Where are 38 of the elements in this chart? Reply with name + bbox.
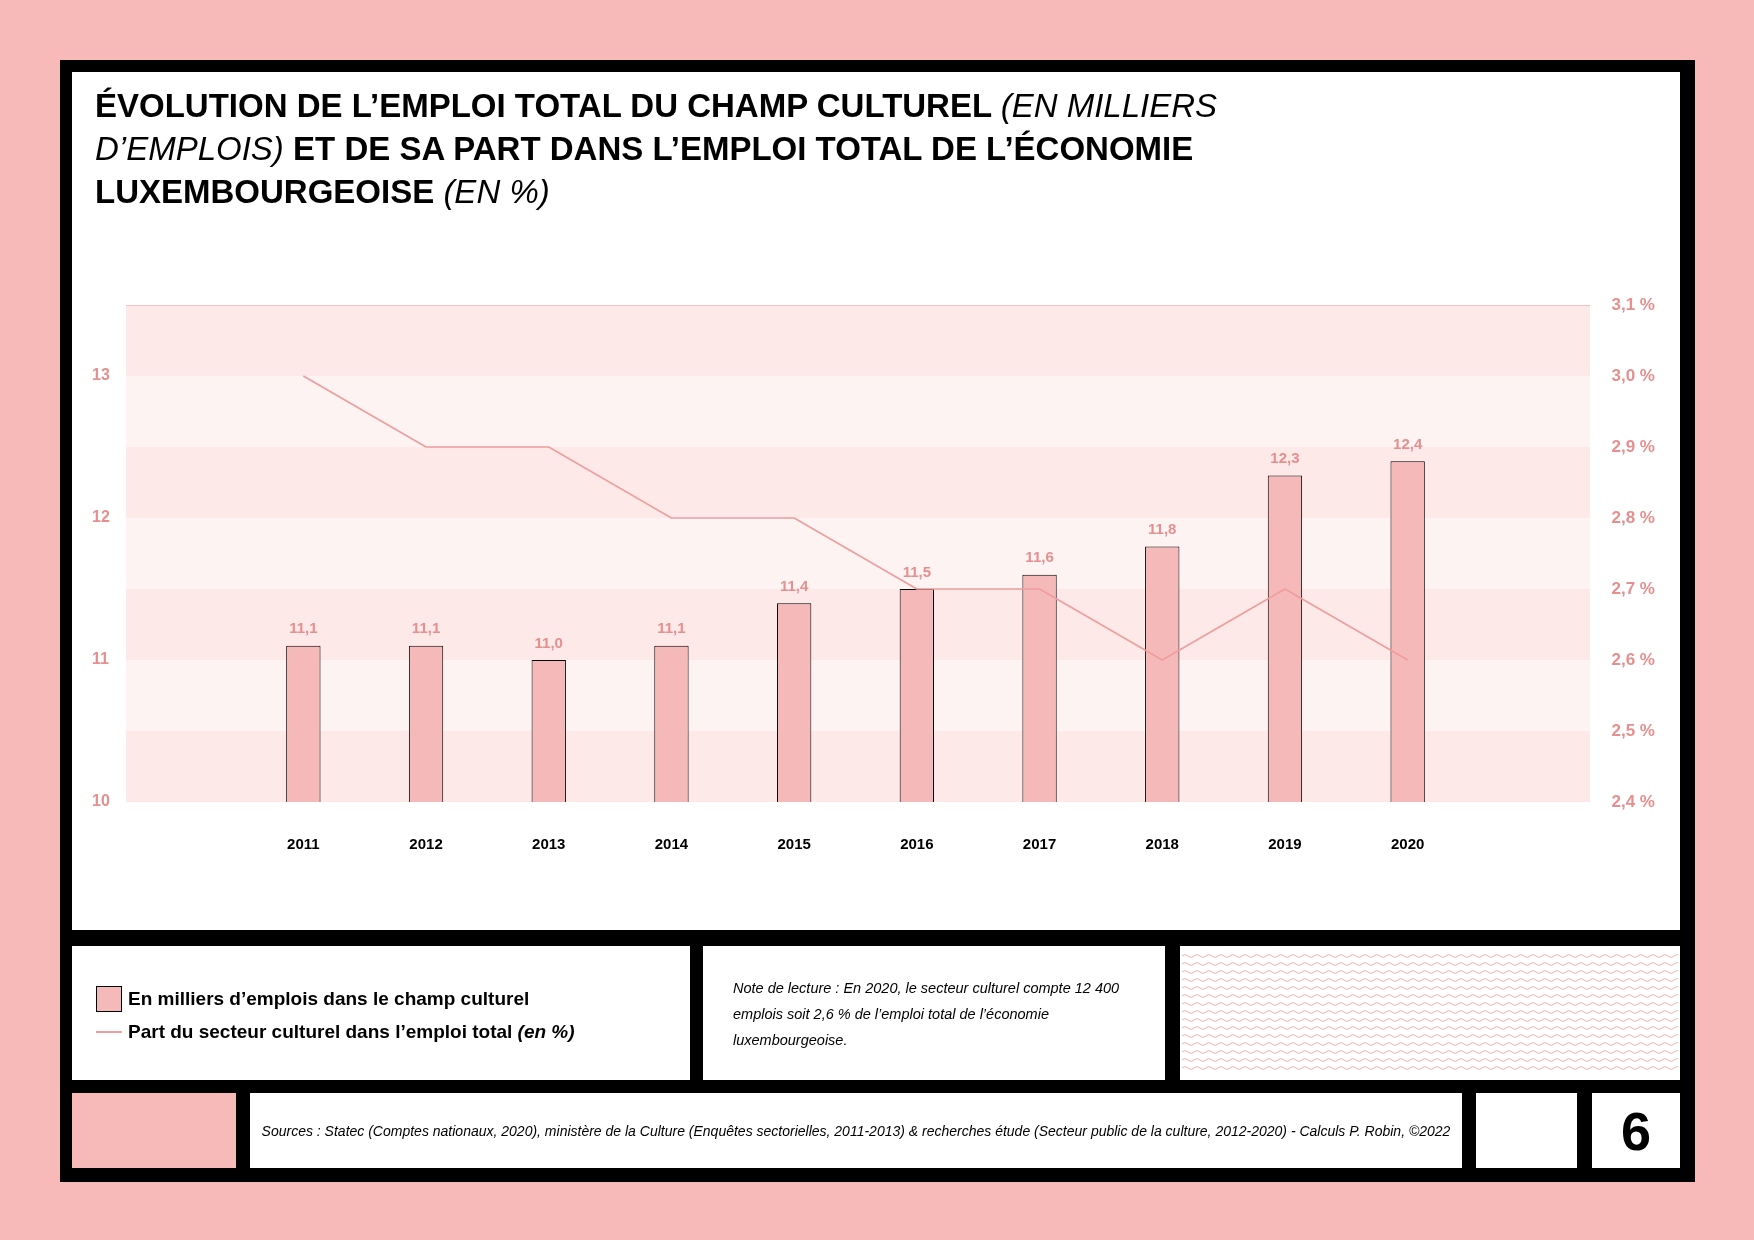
x-tick-label: 2017 (1022, 835, 1057, 853)
y2-tick-label: 2,8 % (1611, 507, 1655, 527)
legend-label: En milliers d’emplois dans le champ culturel (128, 987, 530, 1009)
data-label: 11,8 (1148, 520, 1177, 538)
y2-tick-label: 2,7 % (1611, 578, 1655, 598)
data-label: 12,4 (1393, 434, 1423, 452)
text: 6 (1592, 1093, 1680, 1168)
data-label: 11,1 (657, 619, 686, 637)
y2-tick-label: 2,5 % (1611, 720, 1655, 740)
data-label: 11,0 (534, 633, 563, 651)
x-tick-label: 2018 (1145, 835, 1179, 853)
source-note: Sources : Statec (Comptes nationaux, 2020), ministère de la Culture (Enquêtes sectorielles, 2011-2013) & recherches étude (Secteur public de la culture, 2012-2020) - Calculs P. Robin, ©2022 (250, 1093, 1462, 1168)
x-tick-label: 2012 (409, 835, 443, 853)
x-tick-label: 2015 (777, 835, 811, 853)
data-label: 11,1 (411, 619, 441, 637)
x-tick-label: 2019 (1268, 835, 1302, 853)
data-label: 11,4 (779, 576, 809, 594)
y-tick-label: 13 (92, 366, 110, 384)
y-tick-label: 12 (92, 508, 110, 526)
y2-tick-label: 2,9 % (1611, 436, 1655, 456)
data-label: 11,5 (902, 562, 932, 580)
data-label: 12,3 (1270, 449, 1300, 467)
data-label: 11,1 (289, 619, 318, 637)
y-tick-label: 11 (92, 650, 110, 668)
x-tick-label: 2014 (654, 835, 689, 853)
y-tick-label: 10 (92, 792, 110, 810)
y2-tick-label: 3,0 % (1611, 365, 1655, 385)
y2-tick-label: 3,1 % (1611, 294, 1655, 314)
x-tick-label: 2020 (1390, 835, 1425, 853)
x-tick-label: 2013 (532, 835, 566, 853)
y2-tick-label: 2,6 % (1611, 649, 1655, 669)
x-tick-label: 2011 (287, 835, 320, 853)
legend-label: Part du secteur culturel dans l’emploi total (en %) (128, 1020, 575, 1042)
y2-tick-label: 2,4 % (1611, 791, 1655, 811)
data-label: 11,6 (1025, 548, 1054, 566)
x-tick-label: 2016 (900, 835, 934, 853)
chart-title: ÉVOLUTION DE L’EMPLOI TOTAL DU CHAMP CULTUREL (EN MILLIERS D’EMPLOIS) ET DE SA PART DANS L’EMPLOI TOTAL DE L’ÉCONOMIE LUXEMBOURGEOISE (EN %) (95, 87, 1218, 210)
text: Note de lecture : En 2020, le secteur culturel compte 12 400 emplois soit 2,6 % de l’emploi total de l’économie luxembourgeoise. (733, 979, 1121, 1050)
